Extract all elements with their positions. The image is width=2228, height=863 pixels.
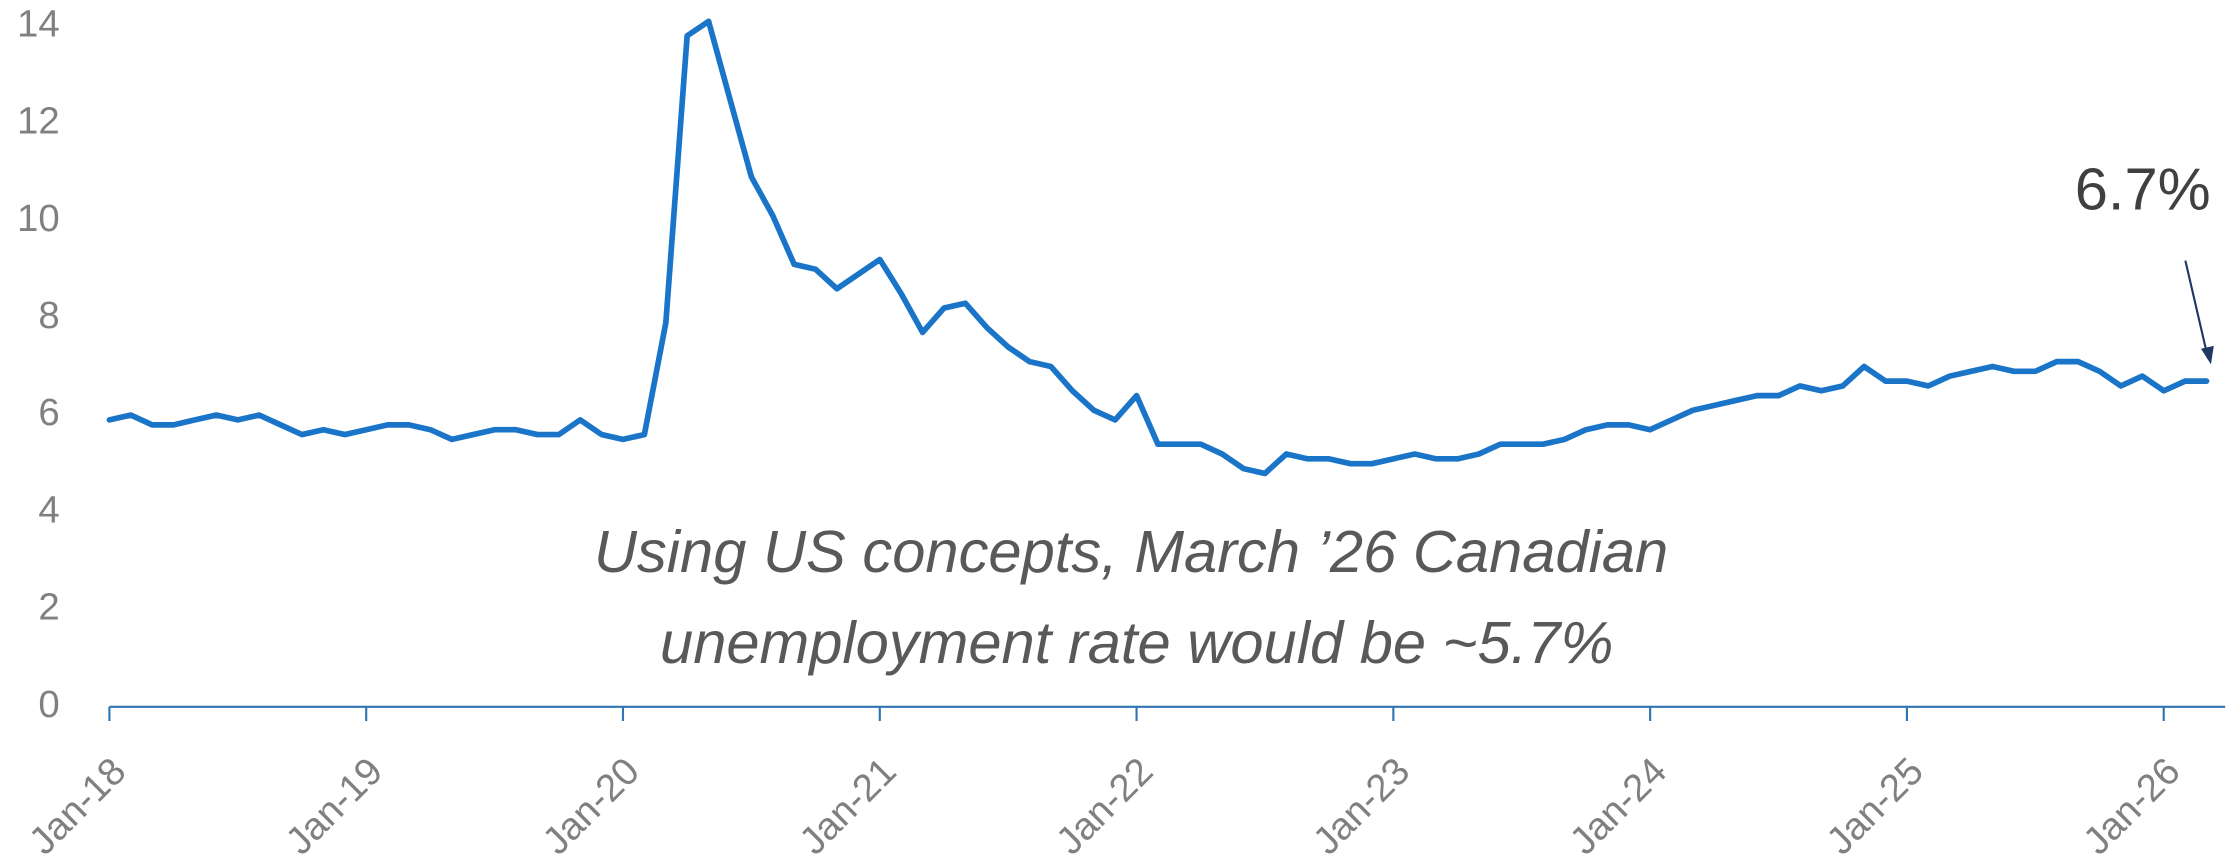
note-line: unemployment rate would be ~5.7% [660,609,1613,676]
note-line: Using US concepts, March ’26 Canadian [594,518,1668,585]
arrow-head [2201,345,2214,365]
annotation-arrow [2184,260,2210,359]
x-tick-label: Jan-23 [1305,750,1418,858]
y-tick-label: 10 [17,197,60,240]
annotation: 6.7% [2075,156,2211,223]
x-tick-label: Jan-21 [791,750,904,858]
x-tick-label: Jan-18 [21,750,134,858]
y-tick-label: 4 [38,488,59,531]
data-line [106,18,2210,477]
x-tick-label: Jan-25 [1818,750,1931,858]
x-tick-label: Jan-26 [2075,750,2188,858]
y-tick-label: 0 [38,683,59,726]
x-tick-label: Jan-24 [1562,750,1675,858]
y-tick-label: 2 [38,586,59,629]
x-tick-label: Jan-20 [535,750,648,858]
x-tick-label: Jan-19 [278,750,391,858]
y-tick-label: 12 [17,100,60,143]
y-tick-label: 8 [38,294,59,337]
y-tick-label: 14 [17,2,60,45]
x-tick-label: Jan-22 [1048,750,1161,858]
y-tick-label: 6 [38,391,59,434]
